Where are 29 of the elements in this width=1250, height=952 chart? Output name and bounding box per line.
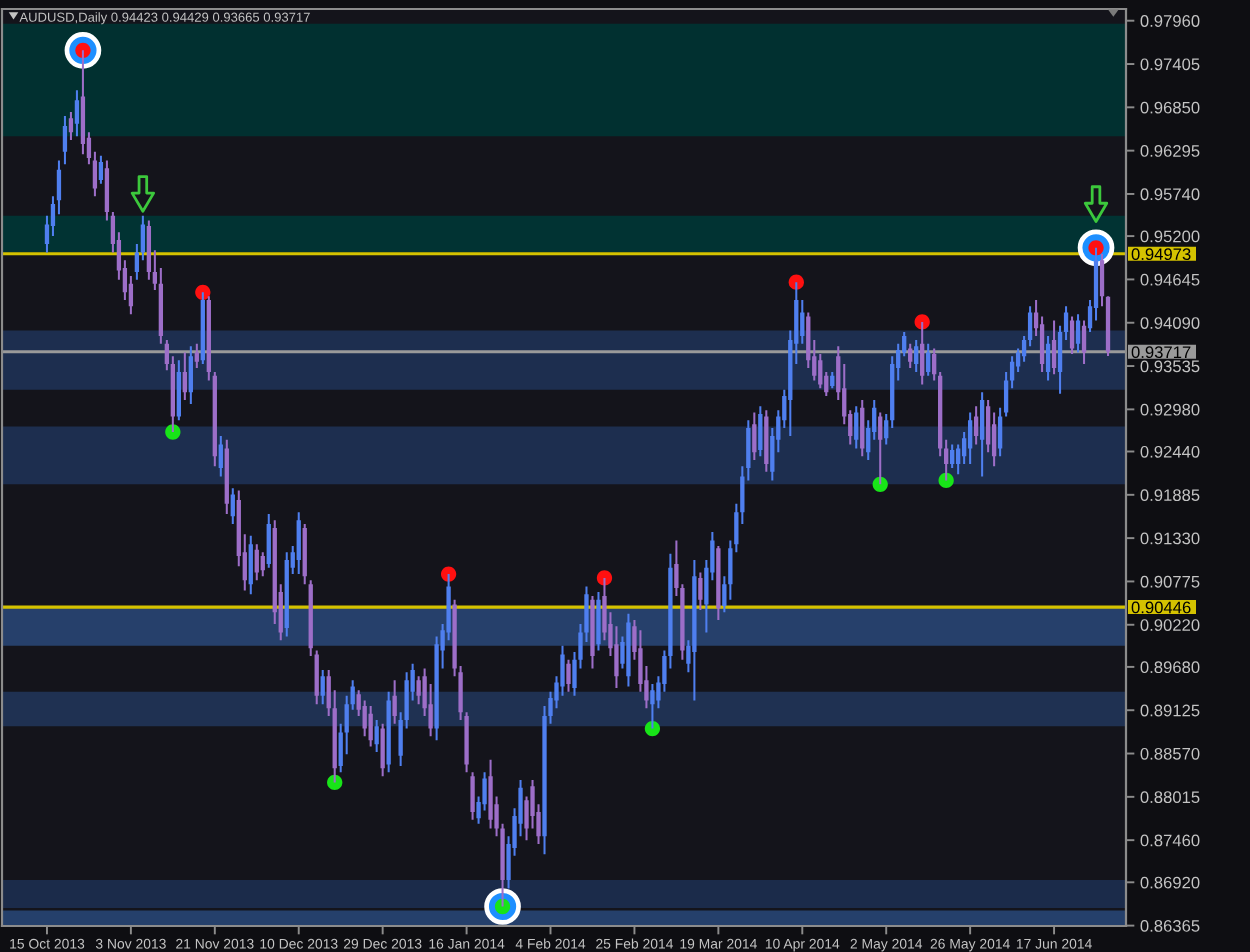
y-tick-label: 0.97405: [1140, 58, 1200, 71]
y-tick-label: 0.89680: [1140, 661, 1200, 674]
y-tick-label: 0.94090: [1140, 317, 1200, 329]
y-tick-label: 0.95740: [1140, 188, 1200, 201]
ref-line-label: 0.94973: [1131, 248, 1191, 261]
y-tick-label: 0.88015: [1140, 791, 1200, 804]
y-tick-label: 0.90220: [1140, 619, 1200, 631]
y-tick-label: 0.96850: [1140, 101, 1200, 114]
y-tick-label: 0.92980: [1140, 403, 1200, 416]
y-tick-label: 0.96295: [1140, 145, 1200, 157]
y-tick-label: 0.86365: [1140, 920, 1200, 932]
y-tick-label: 0.91885: [1140, 489, 1200, 502]
y-tick-label: 0.88570: [1140, 747, 1200, 760]
y-tick-label: 0.90775: [1140, 575, 1200, 588]
y-tick-label: 0.86920: [1140, 876, 1200, 889]
ref-line-label: 0.90446: [1131, 601, 1191, 614]
point: [938, 472, 954, 489]
y-tick-label: 0.97960: [1140, 15, 1200, 27]
y-tick-label: 0.89125: [1140, 704, 1200, 717]
ref-line-label: 0.93717: [1131, 346, 1191, 359]
y-tick-label: 0.93535: [1140, 360, 1200, 373]
y-tick-label: 0.95200: [1140, 230, 1200, 243]
point: [872, 476, 888, 492]
y-tick-label: 0.94645: [1140, 273, 1200, 286]
y-tick-label: 0.92440: [1140, 445, 1200, 458]
y-tick-label: 0.87460: [1140, 834, 1200, 847]
point: [327, 774, 343, 791]
y-tick-label: 0.91330: [1140, 532, 1200, 545]
point: [644, 720, 661, 737]
